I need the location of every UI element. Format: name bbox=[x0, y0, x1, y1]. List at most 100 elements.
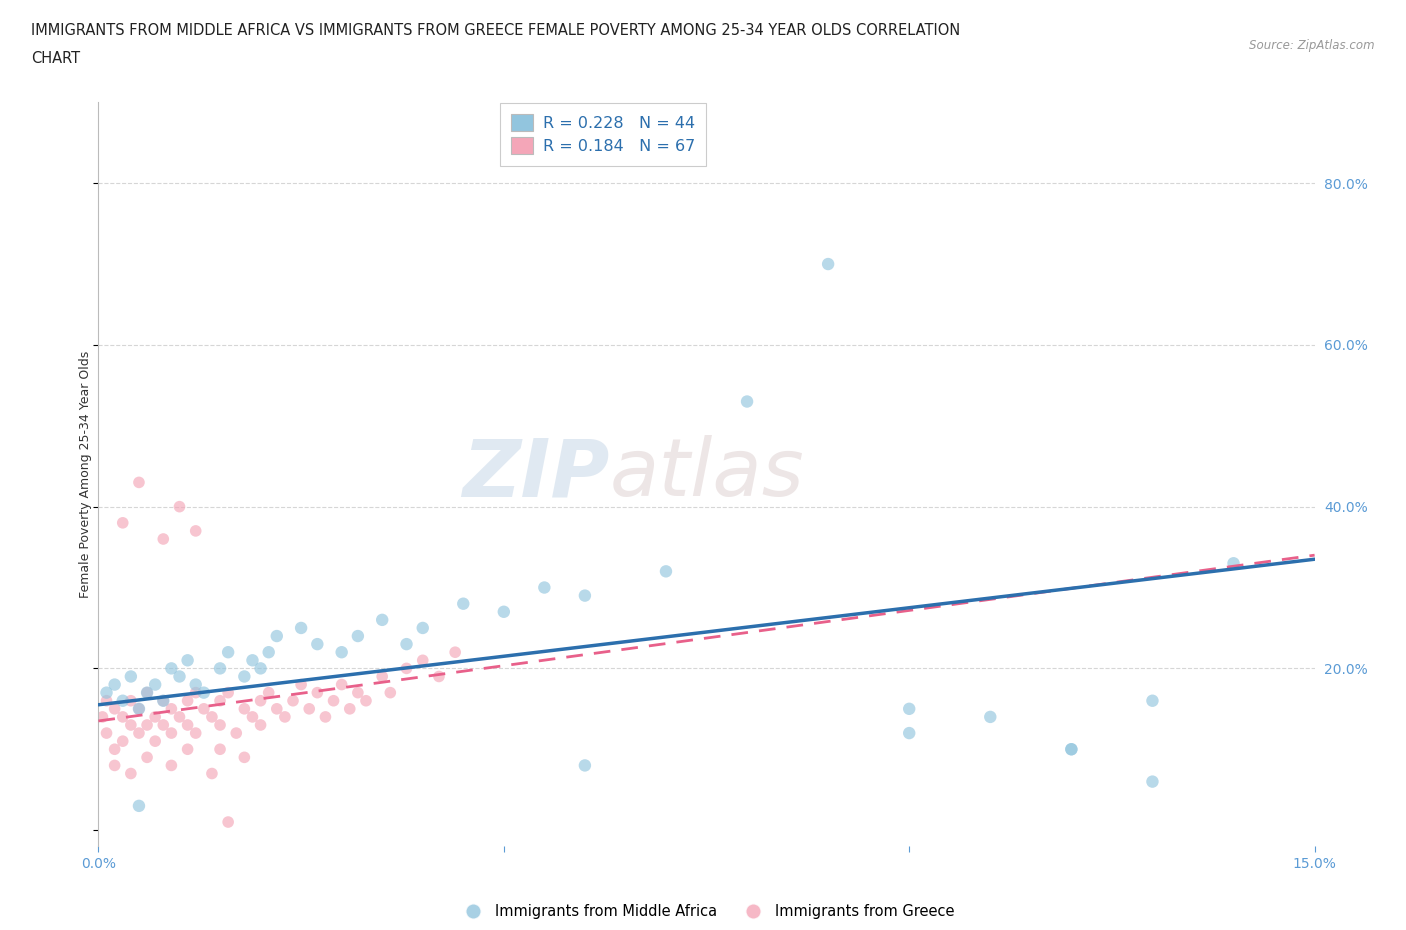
Point bbox=[169, 499, 191, 514]
Point bbox=[201, 710, 224, 724]
Point bbox=[143, 677, 166, 692]
Point bbox=[412, 653, 434, 668]
Point bbox=[176, 718, 198, 733]
Point bbox=[1060, 742, 1083, 757]
Point bbox=[1142, 774, 1164, 789]
Point bbox=[339, 701, 361, 716]
Point bbox=[136, 685, 159, 700]
Point bbox=[898, 725, 921, 740]
Point bbox=[1060, 742, 1083, 757]
Point bbox=[322, 693, 344, 708]
Point bbox=[266, 629, 288, 644]
Point bbox=[120, 693, 142, 708]
Point bbox=[249, 661, 271, 676]
Legend: Immigrants from Middle Africa, Immigrants from Greece: Immigrants from Middle Africa, Immigrant… bbox=[453, 897, 960, 924]
Point bbox=[655, 564, 678, 578]
Point bbox=[1222, 556, 1244, 571]
Point bbox=[257, 644, 280, 659]
Point bbox=[91, 710, 114, 724]
Text: CHART: CHART bbox=[31, 51, 80, 66]
Point bbox=[274, 710, 297, 724]
Point bbox=[193, 685, 215, 700]
Point bbox=[307, 637, 329, 652]
Point bbox=[104, 677, 127, 692]
Point bbox=[169, 669, 191, 684]
Point bbox=[242, 710, 264, 724]
Point bbox=[169, 710, 191, 724]
Point bbox=[176, 653, 198, 668]
Point bbox=[281, 693, 304, 708]
Point bbox=[249, 718, 271, 733]
Point bbox=[209, 693, 232, 708]
Point bbox=[184, 677, 207, 692]
Point bbox=[176, 742, 198, 757]
Point bbox=[152, 693, 174, 708]
Point bbox=[1142, 693, 1164, 708]
Point bbox=[574, 588, 596, 603]
Point bbox=[380, 685, 402, 700]
Text: ZIP: ZIP bbox=[461, 435, 609, 513]
Point bbox=[290, 620, 312, 635]
Point bbox=[314, 710, 336, 724]
Point bbox=[307, 685, 329, 700]
Point bbox=[160, 661, 183, 676]
Point bbox=[120, 766, 142, 781]
Point bbox=[395, 637, 418, 652]
Point bbox=[217, 815, 239, 830]
Point bbox=[104, 742, 127, 757]
Point bbox=[96, 725, 118, 740]
Point bbox=[143, 710, 166, 724]
Point bbox=[242, 653, 264, 668]
Point bbox=[143, 734, 166, 749]
Point bbox=[128, 725, 150, 740]
Point bbox=[136, 685, 159, 700]
Y-axis label: Female Poverty Among 25-34 Year Olds: Female Poverty Among 25-34 Year Olds bbox=[79, 351, 91, 598]
Point bbox=[111, 710, 134, 724]
Point bbox=[492, 604, 515, 619]
Point bbox=[979, 710, 1001, 724]
Point bbox=[120, 669, 142, 684]
Point bbox=[233, 701, 256, 716]
Point bbox=[160, 758, 183, 773]
Text: Source: ZipAtlas.com: Source: ZipAtlas.com bbox=[1250, 39, 1375, 52]
Point bbox=[453, 596, 475, 611]
Point bbox=[233, 750, 256, 764]
Text: IMMIGRANTS FROM MIDDLE AFRICA VS IMMIGRANTS FROM GREECE FEMALE POVERTY AMONG 25-: IMMIGRANTS FROM MIDDLE AFRICA VS IMMIGRA… bbox=[31, 23, 960, 38]
Point bbox=[412, 620, 434, 635]
Point bbox=[444, 644, 467, 659]
Point bbox=[298, 701, 321, 716]
Point bbox=[347, 629, 370, 644]
Point bbox=[330, 677, 353, 692]
Point bbox=[111, 693, 134, 708]
Point bbox=[136, 750, 159, 764]
Point bbox=[225, 725, 247, 740]
Point bbox=[128, 701, 150, 716]
Point bbox=[120, 718, 142, 733]
Point bbox=[152, 693, 174, 708]
Point bbox=[136, 718, 159, 733]
Point bbox=[266, 701, 288, 716]
Point bbox=[96, 693, 118, 708]
Point bbox=[111, 734, 134, 749]
Point bbox=[257, 685, 280, 700]
Point bbox=[128, 701, 150, 716]
Point bbox=[233, 669, 256, 684]
Point bbox=[184, 725, 207, 740]
Point bbox=[427, 669, 450, 684]
Point bbox=[176, 693, 198, 708]
Point bbox=[898, 701, 921, 716]
Point bbox=[104, 758, 127, 773]
Point bbox=[217, 685, 239, 700]
Point bbox=[184, 685, 207, 700]
Point bbox=[152, 532, 174, 547]
Point bbox=[371, 669, 394, 684]
Point bbox=[735, 394, 758, 409]
Point bbox=[354, 693, 377, 708]
Point bbox=[193, 701, 215, 716]
Point bbox=[128, 799, 150, 814]
Point bbox=[160, 725, 183, 740]
Point bbox=[371, 613, 394, 628]
Point bbox=[201, 766, 224, 781]
Point bbox=[128, 475, 150, 490]
Point bbox=[347, 685, 370, 700]
